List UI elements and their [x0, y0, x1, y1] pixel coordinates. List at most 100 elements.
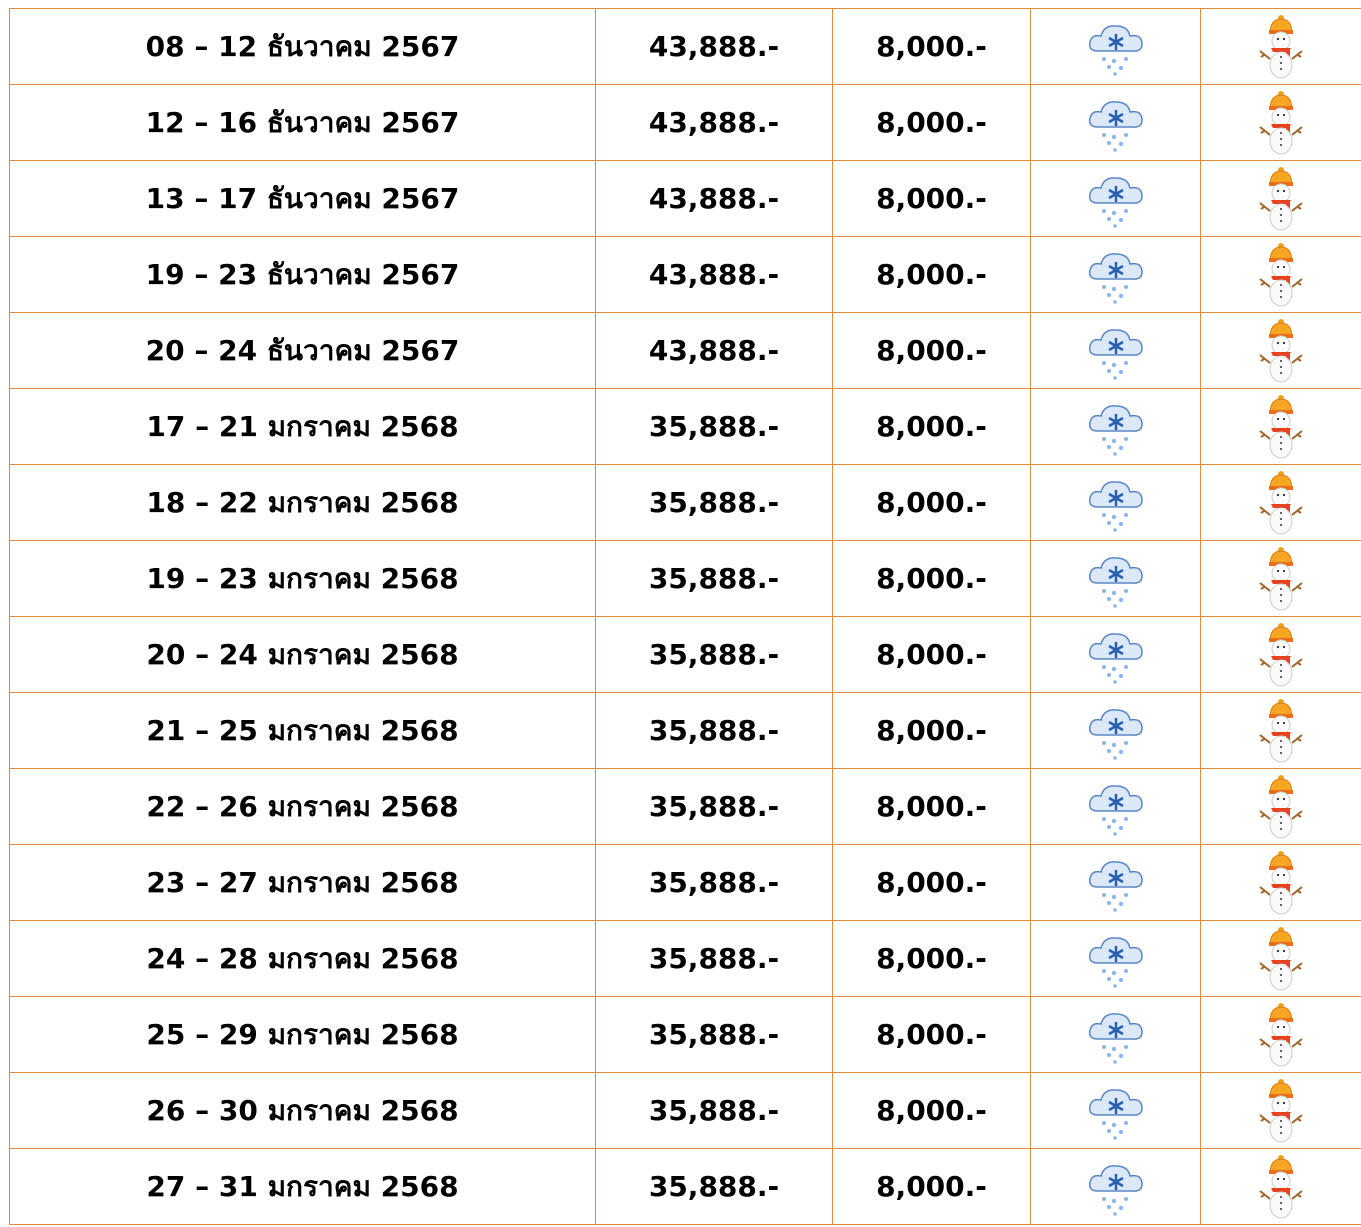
snow-cloud-icon — [1084, 549, 1148, 609]
snowman-cell — [1201, 693, 1361, 769]
snowman-icon — [1257, 395, 1305, 459]
travel-dates: 12 – 16 ธันวาคม 2567 — [10, 85, 596, 161]
snowman-icon — [1257, 1155, 1305, 1219]
cloud-cell — [1031, 617, 1201, 693]
travel-dates: 20 – 24 ธันวาคม 2567 — [10, 313, 596, 389]
snow-cloud-icon — [1084, 321, 1148, 381]
cloud-cell — [1031, 541, 1201, 617]
cloud-cell — [1031, 465, 1201, 541]
extra-charge: 8,000.- — [833, 541, 1031, 617]
extra-charge: 8,000.- — [833, 769, 1031, 845]
price: 35,888.- — [596, 465, 833, 541]
snowman-icon — [1257, 15, 1305, 79]
snow-cloud-icon — [1084, 929, 1148, 989]
cloud-cell — [1031, 389, 1201, 465]
snowman-cell — [1201, 85, 1361, 161]
snowman-cell — [1201, 541, 1361, 617]
travel-dates: 17 – 21 มกราคม 2568 — [10, 389, 596, 465]
extra-charge: 8,000.- — [833, 997, 1031, 1073]
snowman-icon — [1257, 243, 1305, 307]
snow-cloud-icon — [1084, 625, 1148, 685]
price: 35,888.- — [596, 541, 833, 617]
extra-charge: 8,000.- — [833, 313, 1031, 389]
snow-cloud-icon — [1084, 169, 1148, 229]
travel-dates: 27 – 31 มกราคม 2568 — [10, 1149, 596, 1225]
cloud-cell — [1031, 1149, 1201, 1225]
extra-charge: 8,000.- — [833, 389, 1031, 465]
snow-cloud-icon — [1084, 853, 1148, 913]
snowman-icon — [1257, 851, 1305, 915]
price: 35,888.- — [596, 693, 833, 769]
cloud-cell — [1031, 845, 1201, 921]
snowman-cell — [1201, 1149, 1361, 1225]
extra-charge: 8,000.- — [833, 1073, 1031, 1149]
snow-cloud-icon — [1084, 397, 1148, 457]
cloud-cell — [1031, 769, 1201, 845]
travel-dates: 24 – 28 มกราคม 2568 — [10, 921, 596, 997]
cloud-cell — [1031, 997, 1201, 1073]
snowman-cell — [1201, 237, 1361, 313]
snow-cloud-icon — [1084, 1081, 1148, 1141]
snow-cloud-icon — [1084, 777, 1148, 837]
snow-cloud-icon — [1084, 93, 1148, 153]
extra-charge: 8,000.- — [833, 465, 1031, 541]
extra-charge: 8,000.- — [833, 161, 1031, 237]
snowman-icon — [1257, 319, 1305, 383]
price: 35,888.- — [596, 1149, 833, 1225]
snow-cloud-icon — [1084, 701, 1148, 761]
snow-cloud-icon — [1084, 1157, 1148, 1217]
cloud-cell — [1031, 9, 1201, 85]
snowman-cell — [1201, 389, 1361, 465]
price: 35,888.- — [596, 769, 833, 845]
travel-dates: 21 – 25 มกราคม 2568 — [10, 693, 596, 769]
snowman-icon — [1257, 775, 1305, 839]
price: 35,888.- — [596, 389, 833, 465]
snowman-cell — [1201, 9, 1361, 85]
travel-dates: 20 – 24 มกราคม 2568 — [10, 617, 596, 693]
snowman-icon — [1257, 471, 1305, 535]
snowman-cell — [1201, 769, 1361, 845]
extra-charge: 8,000.- — [833, 85, 1031, 161]
snowman-cell — [1201, 161, 1361, 237]
price: 35,888.- — [596, 845, 833, 921]
snowman-icon — [1257, 623, 1305, 687]
extra-charge: 8,000.- — [833, 9, 1031, 85]
price: 35,888.- — [596, 921, 833, 997]
cloud-cell — [1031, 1073, 1201, 1149]
price: 43,888.- — [596, 237, 833, 313]
travel-dates: 26 – 30 มกราคม 2568 — [10, 1073, 596, 1149]
extra-charge: 8,000.- — [833, 1149, 1031, 1225]
snow-cloud-icon — [1084, 245, 1148, 305]
extra-charge: 8,000.- — [833, 845, 1031, 921]
snowman-icon — [1257, 927, 1305, 991]
cloud-cell — [1031, 693, 1201, 769]
price: 35,888.- — [596, 997, 833, 1073]
page: 08 – 12 ธันวาคม 256743,888.-8,000.-12 – … — [0, 0, 1361, 1227]
snowman-icon — [1257, 699, 1305, 763]
price: 35,888.- — [596, 617, 833, 693]
snowman-cell — [1201, 1073, 1361, 1149]
travel-dates: 19 – 23 มกราคม 2568 — [10, 541, 596, 617]
price: 43,888.- — [596, 313, 833, 389]
cloud-cell — [1031, 921, 1201, 997]
snow-cloud-icon — [1084, 473, 1148, 533]
snowman-icon — [1257, 167, 1305, 231]
snowman-cell — [1201, 921, 1361, 997]
snowman-cell — [1201, 845, 1361, 921]
price: 43,888.- — [596, 85, 833, 161]
